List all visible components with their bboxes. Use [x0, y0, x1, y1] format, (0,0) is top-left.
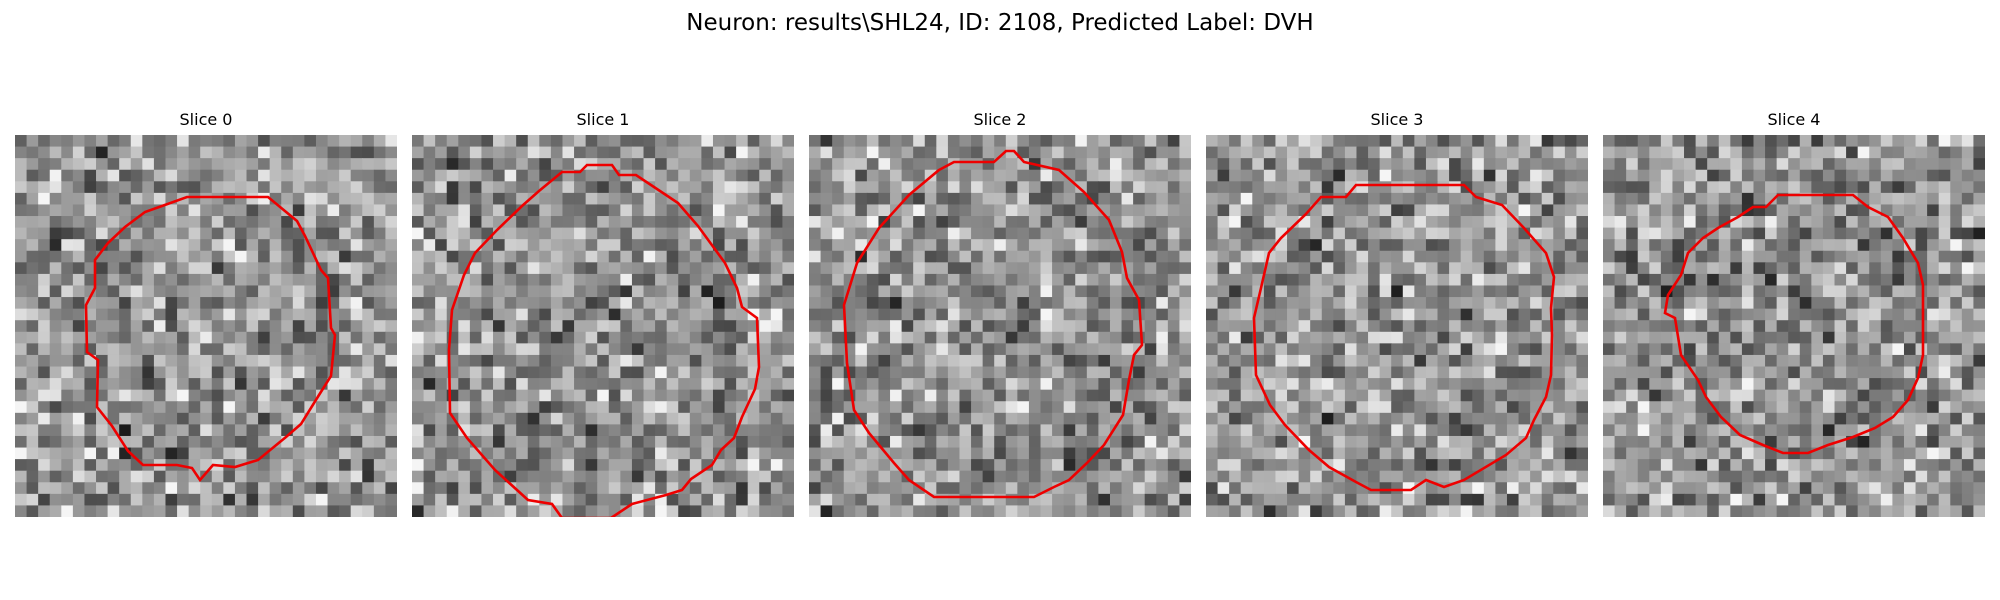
grayscale-pixels [1206, 135, 1588, 517]
slice-image-0 [15, 135, 397, 517]
slice-panel-4: Slice 4 [1603, 110, 1985, 517]
slice-panel-3: Slice 3 [1206, 110, 1588, 517]
grayscale-pixels [1603, 135, 1985, 517]
neuron-contour [1252, 183, 1556, 492]
slice-image-4 [1603, 135, 1985, 517]
slice-panel-2: Slice 2 [809, 110, 1191, 517]
slice-title-0: Slice 0 [179, 110, 233, 129]
slice-svg-0 [15, 135, 397, 517]
grayscale-pixels [809, 135, 1191, 517]
neuron-contour [84, 195, 337, 483]
neuron-contour [447, 163, 761, 517]
grayscale-pixels [15, 135, 397, 517]
slice-title-4: Slice 4 [1767, 110, 1821, 129]
slice-svg-4 [1603, 135, 1985, 517]
neuron-contour [842, 149, 1144, 499]
slice-image-3 [1206, 135, 1588, 517]
figure-title: Neuron: results\SHL24, ID: 2108, Predict… [686, 10, 1314, 36]
slice-title-2: Slice 2 [973, 110, 1027, 129]
slice-title-1: Slice 1 [576, 110, 630, 129]
slice-svg-1 [412, 135, 794, 517]
slice-panel-0: Slice 0 [15, 110, 397, 517]
grayscale-pixels [412, 135, 794, 517]
neuron-contour [1663, 193, 1925, 455]
slice-svg-2 [809, 135, 1191, 517]
slice-svg-3 [1206, 135, 1588, 517]
slice-panel-1: Slice 1 [412, 110, 794, 517]
slice-image-2 [809, 135, 1191, 517]
slice-image-1 [412, 135, 794, 517]
slice-title-3: Slice 3 [1370, 110, 1424, 129]
